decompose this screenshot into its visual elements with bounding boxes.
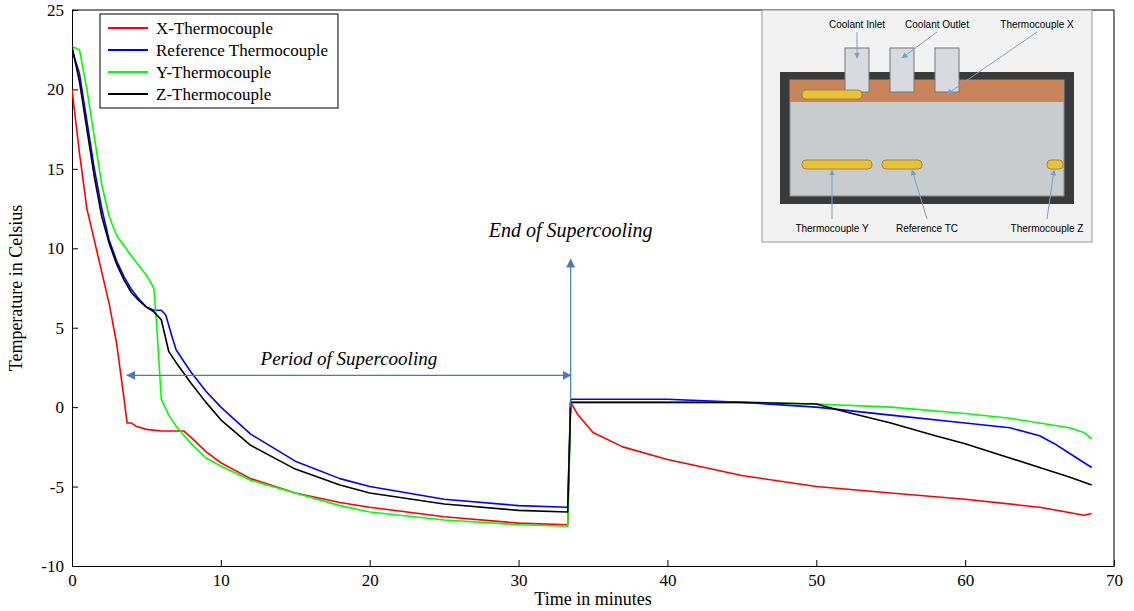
x-tick-label: 50 (808, 571, 825, 590)
y-tick-label: 0 (56, 398, 65, 417)
inset-label: Coolant Inlet (829, 19, 885, 30)
inset-tube (890, 48, 914, 92)
inset-label: Reference TC (896, 223, 958, 234)
x-tick-mark (519, 560, 520, 566)
annotations: End of Supercooling Period of Supercoolin… (127, 219, 652, 407)
legend-swatch (108, 71, 148, 73)
x-tick-mark (667, 560, 668, 566)
inset-housing (780, 72, 1074, 204)
legend-box (100, 14, 338, 108)
inset-copper (790, 80, 1064, 102)
inset-label: Thermocouple Z (1011, 223, 1084, 234)
series-line (72, 47, 1092, 527)
annotation-arrow (570, 259, 571, 407)
y-tick: 25 (47, 1, 78, 20)
legend-swatch (108, 93, 148, 95)
x-tick: 50 (808, 560, 825, 590)
inset-sensor (802, 90, 862, 99)
x-tick-label: 70 (1106, 571, 1123, 590)
x-tick-label: 20 (362, 571, 379, 590)
y-axis: -10 -5 0 5 10 15 20 25 (41, 1, 78, 576)
x-tick-label: 40 (659, 571, 676, 590)
x-axis-line (73, 566, 1115, 567)
y-tick-mark (72, 487, 78, 488)
x-tick-mark (965, 560, 966, 566)
y-tick: 0 (56, 398, 79, 417)
y-tick-label: 5 (56, 319, 65, 338)
inset-label: Thermocouple X (1000, 19, 1074, 30)
x-tick: 60 (957, 560, 974, 590)
y-tick-mark (72, 248, 78, 249)
inset-pointer (912, 170, 927, 219)
inset-pointer (832, 170, 833, 219)
x-tick-label: 60 (957, 571, 974, 590)
y-tick-mark (72, 407, 78, 408)
x-tick-mark (370, 560, 371, 566)
frame-right (1114, 10, 1115, 566)
annotation-text: Period of Supercooling (260, 348, 438, 369)
y-tick: -10 (41, 557, 78, 576)
y-axis-title: Temperature in Celsius (6, 205, 26, 372)
x-axis-title: Time in minutes (534, 589, 651, 609)
x-tick: 10 (213, 560, 230, 590)
y-tick-label: 10 (47, 239, 64, 258)
legend-label: Z-Thermocouple (156, 85, 271, 104)
y-tick-label: 20 (47, 80, 64, 99)
y-tick: 5 (56, 319, 79, 338)
inset: Coolant Inlet Coolant Outlet Thermocouple … (762, 10, 1092, 242)
y-tick-mark (72, 328, 78, 329)
series-lines (72, 47, 1092, 527)
inset-pointer (902, 32, 937, 58)
inset-sensor (802, 160, 872, 169)
y-tick-mark (72, 169, 78, 170)
legend-label: Y-Thermocouple (156, 63, 271, 82)
plot: 0 10 20 30 40 50 60 70 -10 -5 0 5 10 15 20 25 End of Sup… (41, 1, 1123, 590)
inset-label: Coolant Outlet (905, 19, 969, 30)
series-line (72, 47, 1092, 512)
y-tick-label: -10 (41, 557, 64, 576)
x-axis: 0 10 20 30 40 50 60 70 (68, 560, 1123, 590)
x-tick-label: 30 (511, 571, 528, 590)
y-tick: -5 (50, 478, 78, 497)
y-tick-label: 25 (47, 1, 64, 20)
y-tick: 10 (47, 239, 78, 258)
annotation-arrow (127, 375, 571, 376)
x-tick: 20 (362, 560, 379, 590)
x-tick-mark (221, 560, 222, 566)
legend-swatch (108, 27, 148, 29)
y-tick-mark (72, 10, 78, 11)
x-tick: 40 (659, 560, 676, 590)
y-tick-label: -5 (50, 478, 64, 497)
legend-label: Reference Thermocouple (156, 41, 328, 60)
x-tick-label: 0 (68, 571, 77, 590)
inset-label: Thermocouple Y (795, 223, 869, 234)
chart-svg: 0 10 20 30 40 50 60 70 -10 -5 0 5 10 15 20 25 End of Sup… (0, 0, 1134, 611)
y-tick: 15 (47, 160, 78, 179)
inset-sensor (1047, 160, 1063, 169)
legend: X-Thermocouple Reference Thermocouple Y-Th… (100, 14, 338, 108)
annotation-text: End of Supercooling (488, 219, 653, 242)
x-tick-label: 10 (213, 571, 230, 590)
legend-label: X-Thermocouple (156, 19, 273, 38)
inset-pointer (1047, 170, 1054, 219)
series-line (72, 50, 1092, 508)
x-tick: 70 (1106, 560, 1123, 590)
legend-swatch (108, 49, 148, 51)
y-tick-mark (72, 566, 78, 567)
inset-sensor (882, 160, 922, 169)
x-tick: 30 (511, 560, 528, 590)
inset-pointer (947, 32, 1037, 94)
x-tick-mark (1114, 560, 1115, 566)
y-tick-label: 15 (47, 160, 64, 179)
inset-tube (935, 48, 959, 92)
inset-pointer (857, 32, 858, 58)
inset-box (790, 80, 1064, 196)
inset-background (762, 10, 1092, 242)
x-tick-mark (816, 560, 817, 566)
